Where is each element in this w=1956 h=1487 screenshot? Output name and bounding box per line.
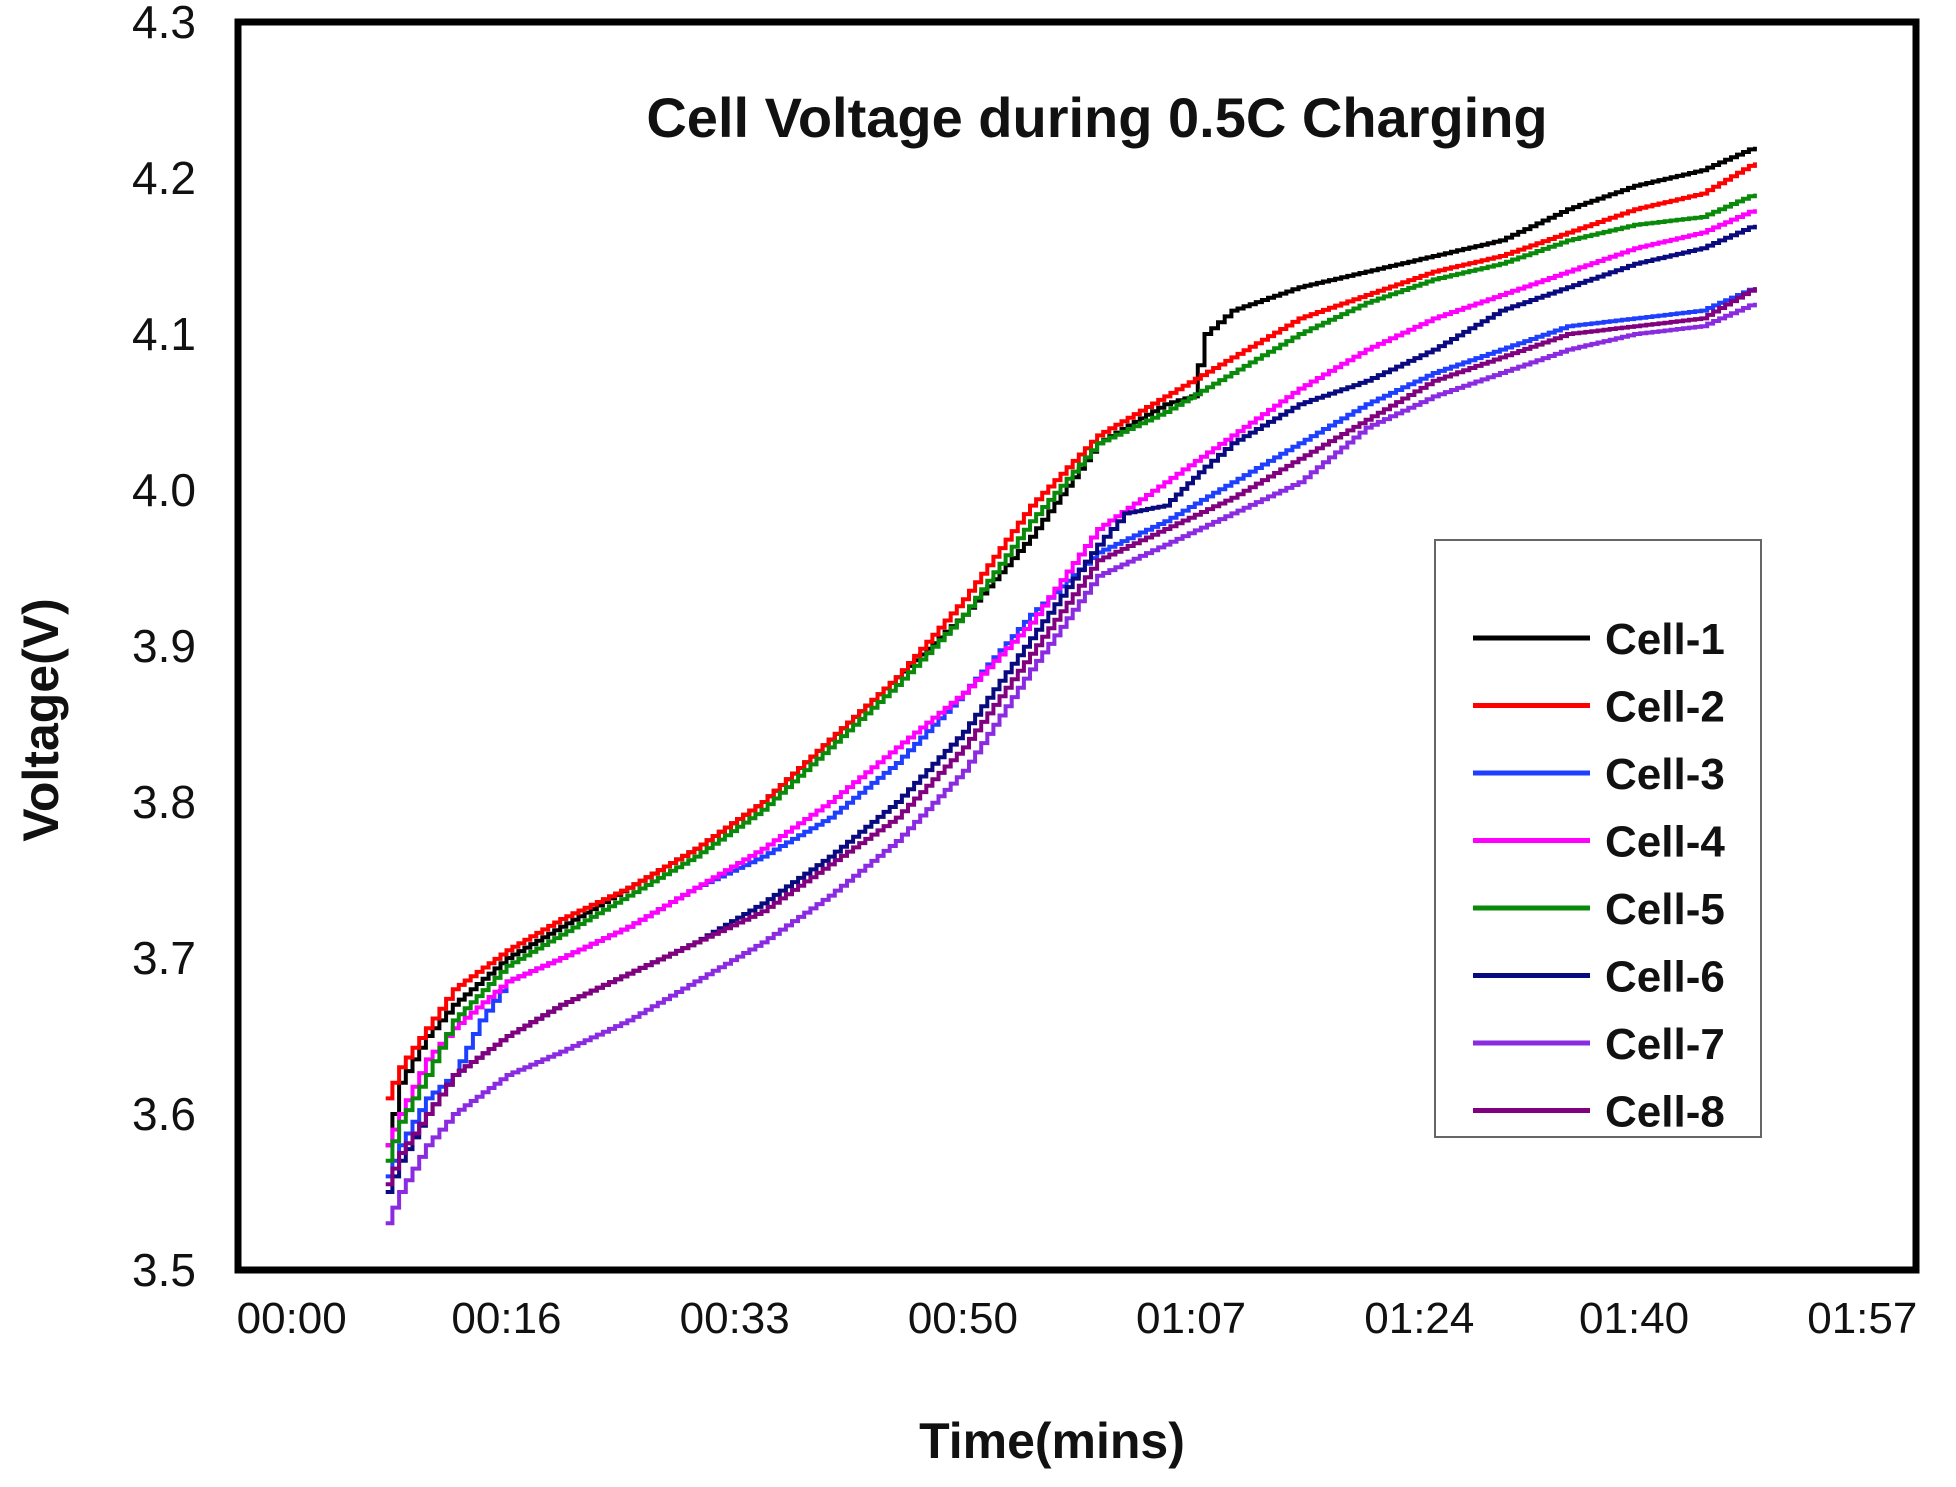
legend-label: Cell-5 xyxy=(1605,885,1725,934)
x-tick-label: 01:40 xyxy=(1579,1294,1689,1343)
legend-label: Cell-4 xyxy=(1605,818,1725,867)
y-tick-label: 4.0 xyxy=(132,464,196,516)
x-axis: 00:00 00:16 00:33 00:50 01:07 01:24 01:40 01:57 xyxy=(237,1294,1918,1343)
y-axis-label: Voltage(V) xyxy=(13,598,69,842)
x-tick-label: 00:33 xyxy=(680,1294,790,1343)
x-tick-label: 01:24 xyxy=(1364,1294,1474,1343)
series-line-cell-8 xyxy=(385,287,1757,1187)
legend-label: Cell-1 xyxy=(1605,615,1725,664)
y-tick-label: 3.6 xyxy=(132,1088,196,1140)
legend-label: Cell-3 xyxy=(1605,750,1725,799)
x-axis-label: Time(mins) xyxy=(919,1413,1185,1469)
legend-label: Cell-7 xyxy=(1605,1020,1725,1069)
y-tick-label: 3.8 xyxy=(132,776,196,828)
x-tick-label: 00:00 xyxy=(237,1294,347,1343)
series-line-cell-2 xyxy=(385,162,1757,1101)
chart-title: Cell Voltage during 0.5C Charging xyxy=(646,86,1547,149)
legend: Cell-1 Cell-2 Cell-3 Cell-4 Cell-5 Cell-6 Cell… xyxy=(1434,539,1762,1138)
series-line-cell-4 xyxy=(385,209,1757,1148)
y-tick-label: 4.1 xyxy=(132,308,196,360)
y-tick-label: 3.7 xyxy=(132,932,196,984)
y-tick-label: 4.3 xyxy=(132,0,196,48)
x-tick-label: 00:50 xyxy=(908,1294,1018,1343)
series-layer xyxy=(385,146,1757,1226)
y-axis: 3.5 3.6 3.7 3.8 3.9 4.0 4.1 4.2 4.3 xyxy=(132,0,196,1296)
x-tick-label: 01:07 xyxy=(1136,1294,1246,1343)
y-tick-label: 3.9 xyxy=(132,620,196,672)
x-tick-label: 00:16 xyxy=(451,1294,561,1343)
legend-label: Cell-8 xyxy=(1605,1088,1725,1137)
series-line-cell-7 xyxy=(385,302,1757,1226)
y-tick-label: 3.5 xyxy=(132,1244,196,1296)
y-tick-label: 4.2 xyxy=(132,152,196,204)
legend-label: Cell-6 xyxy=(1605,953,1725,1002)
legend-label: Cell-2 xyxy=(1605,683,1725,732)
x-tick-label: 01:57 xyxy=(1807,1294,1917,1343)
series-line-cell-5 xyxy=(385,193,1757,1163)
